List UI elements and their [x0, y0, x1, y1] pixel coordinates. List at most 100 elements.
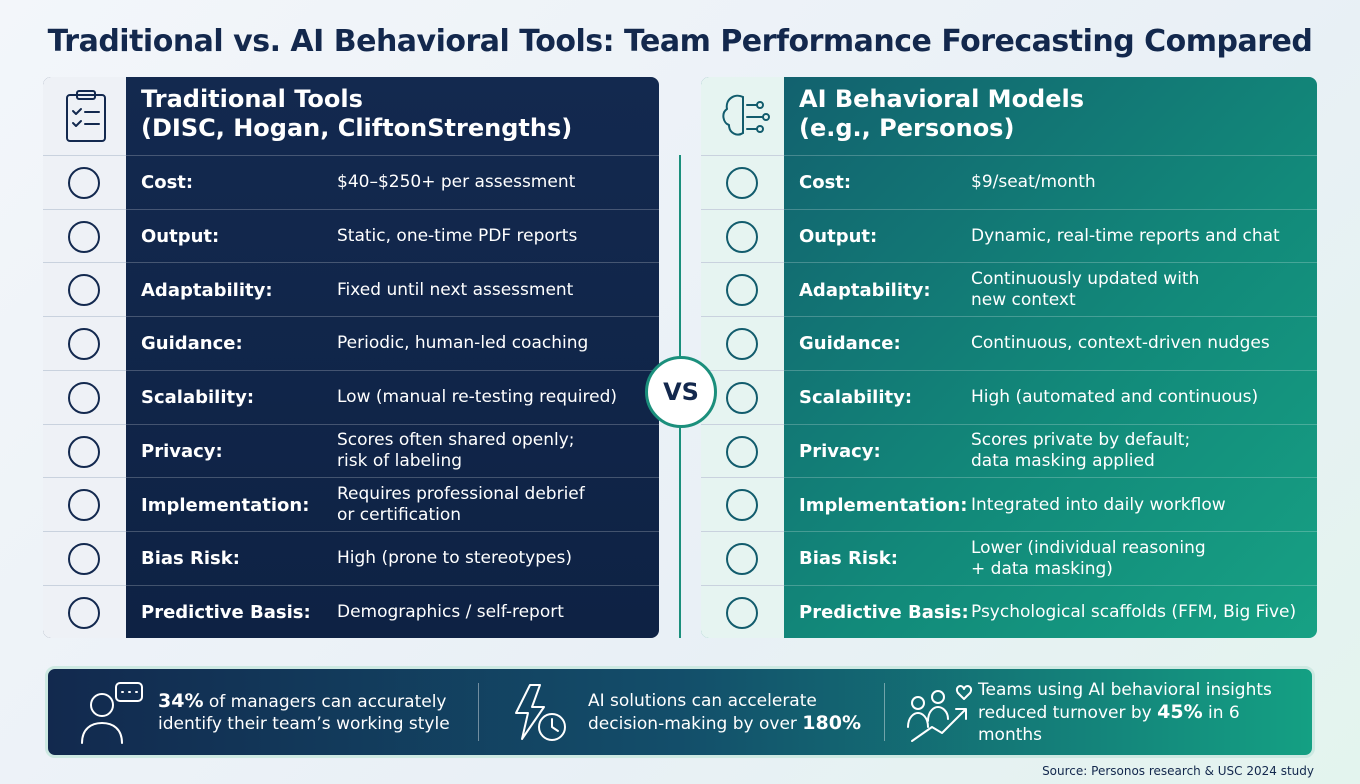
row-value-line: Scores often shared openly;	[337, 430, 575, 451]
icon-shape	[726, 542, 758, 575]
icon-shape	[68, 542, 100, 575]
row-value: High (automated and continuous)	[971, 371, 1258, 425]
comparison-row: Bias Risk: Lower (individual reasoning + d…	[701, 530, 1317, 586]
row-value-line: Lower (individual reasoning	[971, 537, 1206, 558]
separator	[884, 683, 885, 741]
row-icon-graphic	[68, 220, 100, 253]
row-value: Demographics / self-report	[337, 586, 564, 638]
comparison-row: Bias Risk: High (prone to stereotypes)	[43, 530, 659, 586]
row-value: Integrated into daily workflow	[971, 478, 1226, 532]
row-value-line: Integrated into daily workflow	[971, 494, 1226, 515]
ai-panel: AI Behavioral Models (e.g., Personos) Cost…	[701, 77, 1317, 638]
comparison-row: Implementation: Requires professional deb…	[43, 477, 659, 532]
stats-band: 34% of managers can accurately identify …	[45, 666, 1315, 758]
stat-highlight: 45%	[1157, 700, 1203, 723]
stat-text: AI solutions can accelerate decision-mak…	[588, 690, 868, 735]
icon-shape	[68, 328, 100, 361]
icon-shape	[68, 489, 100, 522]
row-label: Scalability:	[799, 387, 913, 409]
comparison-row: Output: Dynamic, real-time reports and ch…	[701, 208, 1317, 264]
row-icon-graphic	[68, 435, 100, 468]
row-icon-graphic	[68, 596, 100, 629]
stat-text-part: AI solutions can accelerate decision-mak…	[588, 690, 817, 734]
row-value-line: risk of labeling	[337, 451, 463, 472]
separator	[478, 683, 479, 741]
row-value: High (prone to stereotypes)	[337, 532, 572, 586]
comparison-row: Adaptability: Fixed until next assessment	[43, 262, 659, 317]
row-value-line: High (automated and continuous)	[971, 387, 1259, 408]
row-icon	[701, 316, 784, 371]
team-growth-icon	[907, 685, 973, 742]
comparison-row: Guidance: Periodic, human-led coaching	[43, 316, 659, 371]
stat: Teams using AI behavioral insights reduc…	[978, 669, 1308, 755]
row-label: Adaptability:	[799, 279, 931, 301]
row-label: Guidance:	[799, 333, 901, 355]
vs-badge: VS	[645, 356, 717, 428]
row-icon-graphic	[726, 596, 758, 629]
row-label: Adaptability:	[141, 279, 273, 301]
icon-shape	[726, 489, 758, 522]
panel-title: Traditional Tools (DISC, Hogan, CliftonSt…	[141, 85, 572, 143]
stat-text-part: of managers can accurately identify thei…	[158, 691, 450, 734]
row-label: Output:	[799, 226, 878, 248]
row-value: Dynamic, real-time reports and chat	[971, 210, 1280, 264]
row-value: Static, one-time PDF reports	[337, 210, 577, 264]
row-label: Implementation:	[799, 494, 968, 516]
row-icon	[43, 584, 126, 638]
row-label: Privacy:	[141, 440, 223, 462]
row-icon	[701, 208, 784, 264]
row-value-line: Continuously updated with	[971, 269, 1200, 290]
panel-title: AI Behavioral Models (e.g., Personos)	[799, 85, 1084, 143]
row-label: Output:	[141, 226, 220, 248]
comparison-row: Cost: $40–$250+ per assessment	[43, 155, 659, 210]
row-value-line: Continuous, context-driven nudges	[971, 333, 1270, 354]
row-icon	[43, 369, 126, 425]
title: Traditional vs. AI Behavioral Tools: Tea…	[47, 24, 1313, 59]
icon-shape	[726, 274, 758, 307]
icon-shape	[726, 167, 758, 199]
row-label: Implementation:	[141, 494, 310, 516]
row-icon	[43, 423, 126, 479]
row-value-line: $9/seat/month	[971, 172, 1096, 193]
stat-text: 34% of managers can accurately identify …	[158, 690, 458, 735]
row-icon-graphic	[726, 167, 758, 199]
row-value: Continuously updated with new context	[971, 263, 1199, 317]
row-value: Fixed until next assessment	[337, 263, 573, 317]
row-icon-graphic	[726, 381, 758, 414]
icon-shape	[68, 274, 100, 307]
row-value: Periodic, human-led coaching	[337, 317, 588, 371]
row-value: $40–$250+ per assessment	[337, 156, 575, 210]
icon-shape	[726, 381, 758, 414]
row-icon-graphic	[68, 274, 100, 307]
row-icon	[701, 155, 784, 210]
comparison-row: Privacy: Scores private by default; data m…	[701, 423, 1317, 479]
stat-text: Teams using AI behavioral insights reduc…	[978, 679, 1308, 746]
row-icon-graphic	[726, 220, 758, 253]
row-icon	[701, 477, 784, 532]
row-label: Cost:	[799, 172, 852, 194]
stat: AI solutions can accelerate decision-mak…	[588, 669, 868, 755]
row-icon-graphic	[726, 328, 758, 361]
row-value-line: Low (manual re-testing required)	[337, 387, 617, 408]
row-icon	[701, 369, 784, 425]
row-label: Predictive Basis:	[141, 601, 311, 623]
row-value-line: Scores private by default;	[971, 430, 1191, 451]
comparison-row: Predictive Basis: Demographics / self-rep…	[43, 584, 659, 638]
row-value: Scores private by default; data masking a…	[971, 425, 1190, 479]
comparison-row: Scalability: High (automated and continuo…	[701, 369, 1317, 425]
icon-shape	[68, 220, 100, 253]
row-icon-graphic	[68, 489, 100, 522]
row-value: Low (manual re-testing required)	[337, 371, 617, 425]
icon-shape	[68, 167, 100, 199]
brain-icon	[722, 94, 770, 136]
row-value-line: or certification	[337, 505, 462, 526]
row-icon-graphic	[68, 381, 100, 414]
row-icon	[701, 530, 784, 586]
icon-shape	[68, 381, 100, 414]
row-icon-graphic	[68, 328, 100, 361]
row-value: Lower (individual reasoning + data maskin…	[971, 532, 1206, 586]
row-label: Bias Risk:	[799, 548, 898, 570]
comparison-row: Guidance: Continuous, context-driven nudg…	[701, 316, 1317, 371]
row-icon-graphic	[68, 167, 100, 199]
